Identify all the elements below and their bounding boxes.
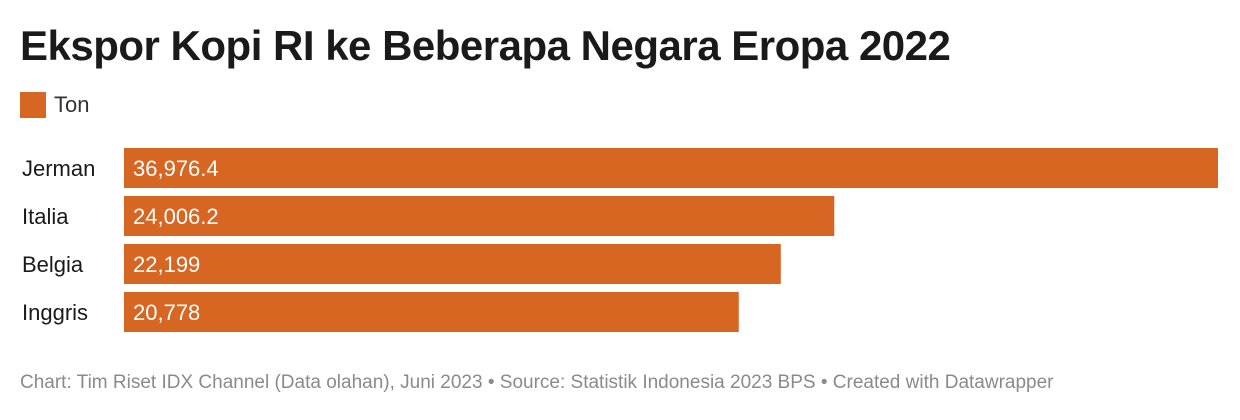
bar [124, 292, 739, 332]
legend-swatch [20, 92, 46, 118]
bar [124, 148, 1218, 188]
chart-title: Ekspor Kopi RI ke Beberapa Negara Eropa … [20, 22, 951, 69]
category-label: Jerman [22, 156, 95, 181]
legend: Ton [20, 92, 89, 118]
bar [124, 196, 835, 236]
bar-value-label: 36,976.4 [133, 156, 219, 181]
category-label: Inggris [22, 300, 88, 325]
bar-value-label: 22,199 [133, 252, 200, 277]
category-label: Belgia [22, 252, 84, 277]
legend-label: Ton [54, 92, 90, 117]
bar [124, 244, 781, 284]
category-label: Italia [22, 204, 69, 229]
bar-chart: Jerman 36,976.4 Italia 24,006.2 Belgia 22,199… [22, 148, 1218, 332]
bar-value-label: 20,778 [133, 300, 200, 325]
chart-footer: Chart: Tim Riset IDX Channel (Data olaha… [20, 372, 1054, 393]
bar-value-label: 24,006.2 [133, 204, 219, 229]
